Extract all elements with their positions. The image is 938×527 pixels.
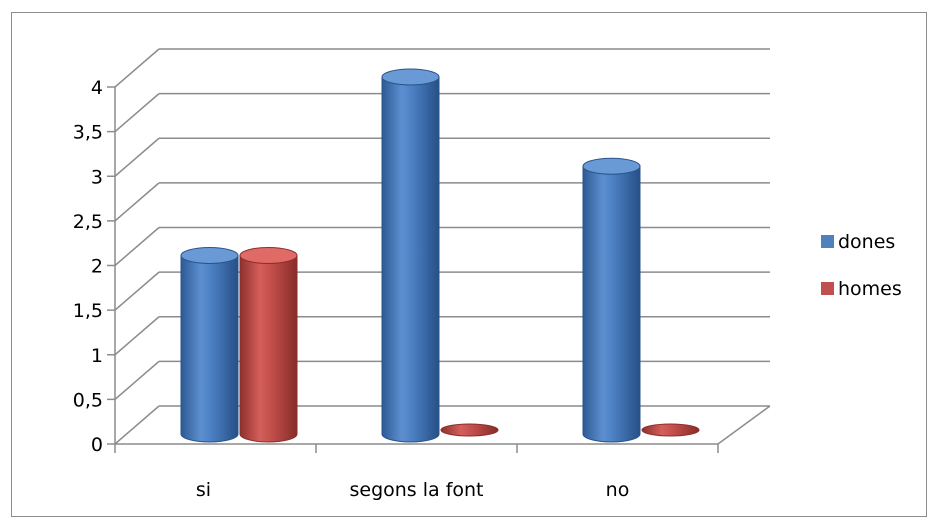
side-wall-gridline <box>114 93 160 133</box>
floor-right-edge <box>717 405 771 445</box>
side-wall-gridline <box>114 226 160 267</box>
x-category-label: segons la font <box>349 479 483 501</box>
y-tick-label: 3 <box>91 166 103 188</box>
y-tick-label: 4 <box>91 77 103 99</box>
bar-dones-0 <box>180 255 239 443</box>
bar-homes-2 <box>641 423 700 437</box>
x-category-label: no <box>606 479 630 501</box>
legend-label-homes: homes <box>838 278 902 300</box>
bar-homes-1 <box>440 423 499 437</box>
y-tick-label: 0,5 <box>73 389 103 411</box>
y-tick-label: 1 <box>91 345 103 367</box>
legend-swatch-dones <box>821 235 834 248</box>
y-axis-ticks: 0 0,5 1 1,5 2 2,5 3 3,5 4 <box>73 77 103 456</box>
chart-border <box>11 12 927 517</box>
y-tick-label: 0 <box>91 434 103 456</box>
side-wall-gridline <box>114 271 160 311</box>
y-tick-label: 3,5 <box>73 122 103 144</box>
bar-homes-0 <box>239 255 298 443</box>
side-wall-gridline <box>114 316 160 356</box>
side-wall-gridline <box>114 182 160 222</box>
y-tick-label: 2,5 <box>73 211 103 233</box>
side-wall-gridline <box>114 405 160 445</box>
side-wall-gridline <box>114 48 160 88</box>
bar-dones-1 <box>381 76 440 443</box>
legend: dones homes <box>821 231 902 300</box>
bar-top-dones-0 <box>180 247 239 264</box>
legend-label-dones: dones <box>838 231 895 253</box>
side-wall-gridline <box>114 137 160 177</box>
y-tick-label: 1,5 <box>73 300 103 322</box>
bar-dones-2 <box>582 165 641 443</box>
bar-top-dones-1 <box>381 68 440 86</box>
bar-top-dones-2 <box>582 157 641 175</box>
x-axis-categories: si segons la font no <box>196 479 629 501</box>
bar-series <box>180 68 700 443</box>
side-wall-gridline <box>114 360 160 400</box>
bar-top-homes-0 <box>239 247 298 264</box>
x-category-label: si <box>196 479 211 501</box>
y-tick-label: 2 <box>91 256 103 278</box>
legend-swatch-homes <box>821 282 834 295</box>
